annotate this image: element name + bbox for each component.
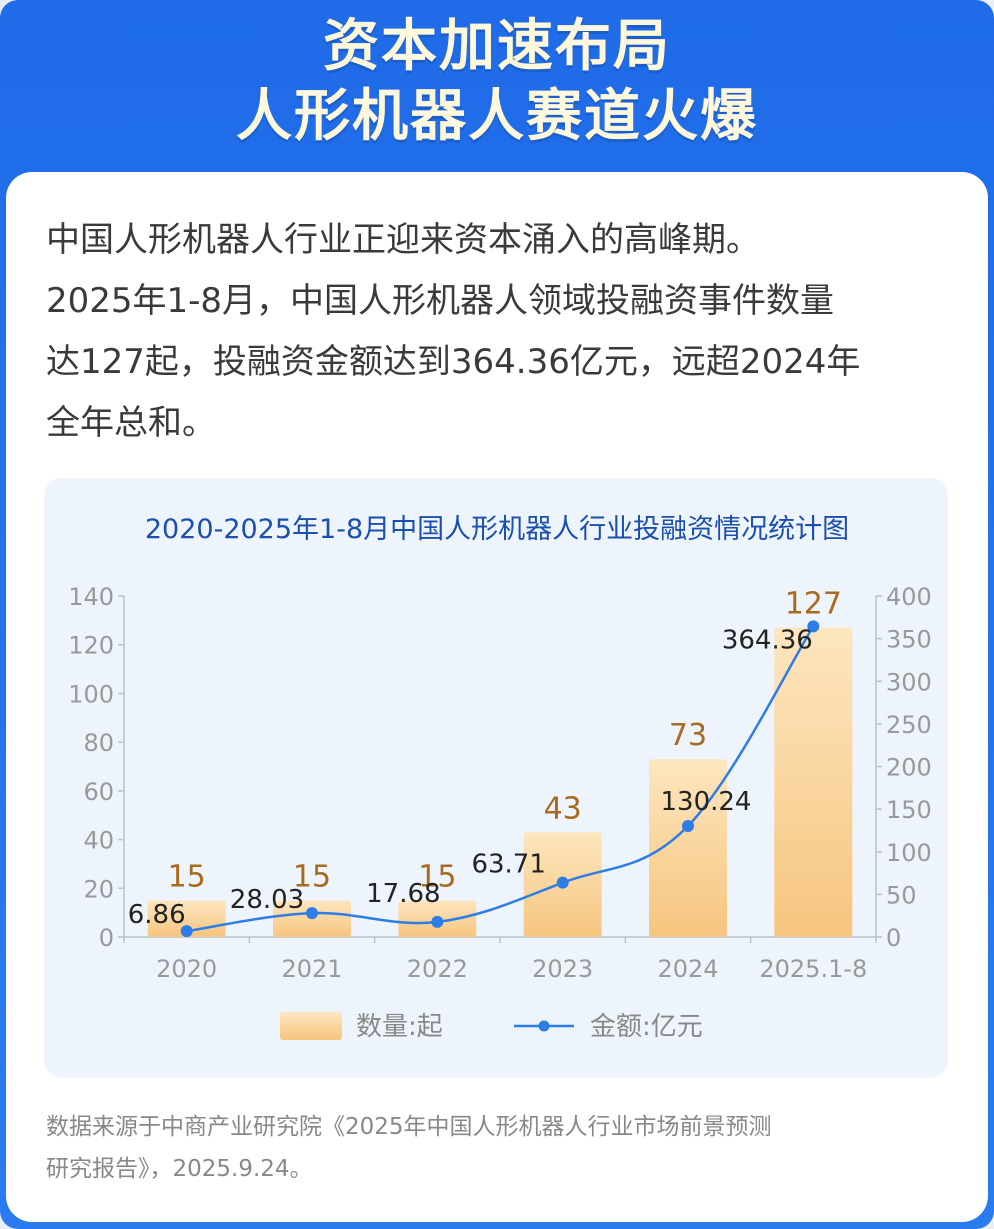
y-right-tick-label: 200 — [886, 754, 932, 782]
line-value-label: 6.86 — [128, 900, 186, 930]
y-left-tick-label: 80 — [83, 729, 114, 757]
line-value-label: 17.68 — [366, 879, 440, 909]
y-left-tick-label: 40 — [83, 827, 114, 855]
x-tick-label: 2021 — [281, 955, 342, 983]
intro-line-2: 2025年1-8月，中国人形机器人领域投融资事件数量 — [46, 281, 835, 321]
x-tick-label: 2025.1-8 — [759, 955, 867, 983]
y-right-tick-label: 250 — [886, 711, 932, 739]
amount-point — [807, 620, 820, 633]
x-tick-label: 2023 — [532, 955, 593, 983]
source-note: 数据来源于中商产业研究院《2025年中国人形机器人行业市场前景预测 研究报告》，… — [46, 1106, 956, 1190]
amount-point — [431, 915, 444, 928]
y-left-tick-label: 0 — [99, 924, 114, 952]
line-value-label: 130.24 — [661, 787, 752, 817]
bar-value-label: 127 — [785, 587, 842, 622]
chart-title: 2020-2025年1-8月中国人形机器人行业投融资情况统计图 — [144, 514, 850, 545]
x-tick-label: 2024 — [657, 955, 718, 983]
bar — [774, 627, 853, 937]
amount-point — [682, 819, 694, 832]
source-line-1: 数据来源于中商产业研究院《2025年中国人形机器人行业市场前景预测 — [46, 1114, 772, 1140]
legend-bar-swatch — [280, 1012, 342, 1040]
legend-line-marker — [538, 1020, 550, 1032]
header-title-line-1: 资本加速布局 — [323, 14, 671, 79]
x-tick-label: 2020 — [156, 955, 217, 983]
chart-title-box: 2020-2025年1-8月中国人形机器人行业投融资情况统计图 — [138, 512, 856, 548]
line-value-label: 28.03 — [230, 885, 304, 915]
bar-value-label: 15 — [168, 859, 206, 894]
line-value-label: 63.71 — [471, 850, 545, 880]
amount-point — [306, 907, 318, 920]
y-left-tick-label: 100 — [68, 680, 114, 708]
header-title-line-2: 人形机器人赛道火爆 — [236, 84, 758, 149]
y-left-tick-label: 60 — [83, 778, 114, 806]
y-right-tick-label: 50 — [886, 881, 917, 909]
intro-line-4: 全年总和。 — [46, 403, 216, 443]
intro-line-3: 达127起，投融资金额达到364.36亿元，远超2024年 — [46, 342, 861, 382]
y-right-tick-label: 100 — [886, 839, 932, 867]
header-title: 资本加速布局 人形机器人赛道火爆 — [0, 12, 994, 152]
y-right-tick-label: 350 — [886, 626, 932, 654]
chart-title-wrap: 2020-2025年1-8月中国人形机器人行业投融资情况统计图 — [0, 512, 994, 548]
legend-line-label: 金额:亿元 — [590, 1012, 703, 1042]
bar-value-label: 73 — [669, 718, 707, 753]
y-left-tick-label: 120 — [68, 632, 114, 660]
y-right-tick-label: 400 — [886, 583, 932, 611]
intro-text: 中国人形机器人行业正迎来资本涌入的高峰期。 2025年1-8月，中国人形机器人领… — [46, 210, 956, 454]
bar-value-label: 15 — [418, 859, 456, 894]
y-right-tick-label: 0 — [886, 924, 901, 952]
source-line-2: 研究报告》，2025.9.24。 — [46, 1156, 313, 1182]
y-right-tick-label: 300 — [886, 668, 932, 696]
x-tick-label: 2022 — [407, 955, 468, 983]
amount-point — [180, 925, 193, 938]
y-left-tick-label: 20 — [83, 875, 114, 903]
y-left-tick-label: 140 — [68, 583, 114, 611]
y-right-tick-label: 150 — [886, 796, 932, 824]
bar-value-label: 43 — [544, 791, 582, 826]
legend-bar-label: 数量:起 — [356, 1012, 443, 1042]
intro-line-1: 中国人形机器人行业正迎来资本涌入的高峰期。 — [46, 220, 760, 260]
line-value-label: 364.36 — [722, 625, 813, 655]
amount-point — [556, 876, 569, 889]
bar-value-label: 15 — [293, 859, 331, 894]
